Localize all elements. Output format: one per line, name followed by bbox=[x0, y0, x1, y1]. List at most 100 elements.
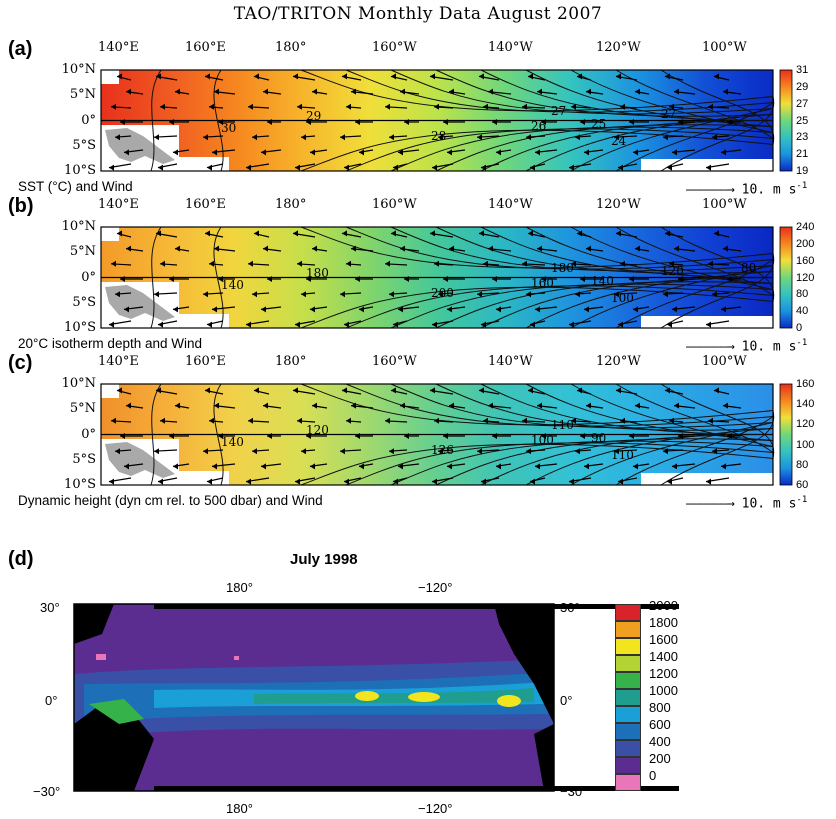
panel-d-map bbox=[73, 603, 679, 792]
panel-a-contour-label: 28 bbox=[431, 129, 446, 143]
panel-d-colorbar-label: 1800 bbox=[649, 615, 678, 630]
panel-b-wind-scale-value: 10. m s bbox=[741, 339, 797, 355]
panel-d-colorbar-label: 400 bbox=[649, 734, 671, 749]
panel-b-lon-tick: 140°E bbox=[98, 197, 139, 212]
panel-a-lat-tick: 5°N bbox=[69, 87, 96, 103]
panel-d-colorbar-swatch bbox=[615, 655, 641, 672]
panel-c-contour-label: 126 bbox=[431, 443, 454, 457]
panel-b-lon-tick: 140°W bbox=[488, 197, 533, 212]
panel-b-lon-tick: 180° bbox=[275, 197, 307, 212]
panel-c-colorbar-tick: 80 bbox=[796, 458, 809, 471]
panel-b-colorbar bbox=[779, 226, 793, 329]
panel-d-colorbar-label: 2000 bbox=[649, 598, 678, 613]
panel-d-colorbar-label: 800 bbox=[649, 700, 671, 715]
panel-c-lon-tick: 160°E bbox=[185, 354, 226, 369]
panel-a-lat-tick: 10°N bbox=[61, 62, 96, 77]
panel-b-contour-label: 180 bbox=[306, 266, 329, 280]
panel-c-letter: (c) bbox=[8, 352, 33, 374]
panel-a-colorbar-tick: 27 bbox=[796, 97, 809, 110]
panel-d-top-tick-120w: −120° bbox=[418, 580, 453, 595]
panel-d-colorbar-label: 1600 bbox=[649, 632, 678, 647]
panel-a-lon-tick: 180° bbox=[275, 40, 307, 55]
panel-a-contour-label: 30 bbox=[221, 121, 236, 135]
panel-a-caption: SST (°C) and Wind bbox=[18, 179, 133, 194]
figure-title: TAO/TRITON Monthly Data August 2007 bbox=[233, 4, 603, 24]
panel-b-wind-scale: ——————→ 10. m s-1 bbox=[686, 338, 808, 355]
panel-b-lon-tick: 160°W bbox=[372, 197, 417, 212]
panel-b-contour-label: 200 bbox=[431, 286, 454, 300]
panel-c-lon-tick: 100°W bbox=[702, 354, 747, 369]
panel-c-colorbar-tick: 100 bbox=[796, 438, 815, 451]
panel-a-lat-tick: 10°S bbox=[64, 163, 96, 178]
panel-d-top-tick-180: 180° bbox=[226, 580, 253, 595]
panel-a-lon-tick: 140°E bbox=[98, 40, 139, 55]
panel-c-lat-tick: 5°N bbox=[69, 401, 96, 417]
panel-a-colorbar-tick: 29 bbox=[796, 80, 809, 93]
panel-a-wind-scale-value: 10. m s bbox=[741, 182, 797, 198]
panel-b-contour-label: 160 bbox=[531, 276, 554, 290]
panel-c-lon-tick: 140°W bbox=[488, 354, 533, 369]
panel-b-lat-tick: 10°N bbox=[61, 219, 96, 234]
panel-d-colorbar-swatch bbox=[615, 706, 641, 723]
panel-b-lat-tick: 0° bbox=[81, 269, 96, 285]
panel-b-lat-tick: 5°S bbox=[72, 294, 96, 310]
panel-b-contour-label: 180 bbox=[551, 261, 574, 275]
panel-b-wind-scale-exp: -1 bbox=[796, 338, 808, 348]
panel-d-colorbar-swatch bbox=[615, 757, 641, 774]
panel-b-colorbar-tick: 80 bbox=[796, 288, 809, 301]
panel-b-lat-tick: 10°S bbox=[64, 320, 96, 335]
panel-a-colorbar-tick: 21 bbox=[796, 148, 809, 161]
panel-a-letter: (a) bbox=[8, 38, 33, 60]
panel-d-bottom-tick-180: 180° bbox=[226, 801, 253, 816]
panel-b-colorbar-tick: 200 bbox=[796, 237, 815, 250]
panel-d-lat-left-0: 0° bbox=[45, 693, 58, 708]
panel-c-contour-label: 120 bbox=[306, 423, 329, 437]
panel-b-colorbar-tick: 120 bbox=[796, 271, 815, 284]
panel-c-caption: Dynamic height (dyn cm rel. to 500 dbar)… bbox=[18, 493, 323, 508]
panel-d-bottom-tick-120w: −120° bbox=[418, 801, 453, 816]
panel-d-title: July 1998 bbox=[290, 551, 358, 568]
panel-b-contour-label: 80 bbox=[741, 261, 756, 275]
panel-d-colorbar-label: 600 bbox=[649, 717, 671, 732]
panel-a-colorbar-tick: 19 bbox=[796, 165, 809, 177]
panel-d-colorbar-swatch bbox=[615, 740, 641, 757]
panel-c-lon-tick: 160°W bbox=[372, 354, 417, 369]
panel-b-colorbar-tick: 40 bbox=[796, 305, 809, 318]
panel-b-colorbar-tick: 160 bbox=[796, 254, 815, 267]
panel-a-contour-label: 26 bbox=[531, 119, 546, 133]
panel-c-wind-scale-value: 10. m s bbox=[741, 496, 797, 512]
panel-d-colorbar-swatch bbox=[615, 672, 641, 689]
panel-a-lon-tick: 120°W bbox=[596, 40, 641, 55]
panel-c-lon-tick: 180° bbox=[275, 354, 307, 369]
panel-c-wind-scale-exp: -1 bbox=[796, 495, 808, 505]
panel-b-colorbar-tick: 0 bbox=[796, 322, 803, 334]
panel-d-lat-right-0: 0° bbox=[560, 693, 573, 708]
panel-c-contour-label: 110 bbox=[611, 448, 634, 462]
panel-d-colorbar-swatch bbox=[615, 723, 641, 740]
panel-a-lon-tick: 160°E bbox=[185, 40, 226, 55]
panel-a-contour-label: 24 bbox=[611, 134, 627, 148]
panel-d-colorbar-swatch bbox=[615, 604, 641, 621]
panel-a-lat-tick: 0° bbox=[81, 112, 96, 128]
panel-c-contour-label: 100 bbox=[531, 433, 554, 447]
panel-d-colorbar-swatch bbox=[615, 638, 641, 655]
panel-c-lon-tick: 120°W bbox=[596, 354, 641, 369]
panel-b-lon-tick: 160°E bbox=[185, 197, 226, 212]
panel-c-contour-label: 110 bbox=[551, 418, 574, 432]
panel-b-lon-tick: 120°W bbox=[596, 197, 641, 212]
panel-d-colorbar-label: 1200 bbox=[649, 666, 678, 681]
panel-d-letter: (d) bbox=[8, 548, 34, 570]
panel-d-colorbar-swatch bbox=[615, 689, 641, 706]
panel-c-lat-tick: 5°S bbox=[72, 451, 96, 467]
panel-b-colorbar-tick: 240 bbox=[796, 221, 815, 233]
panel-a-colorbar-tick: 23 bbox=[796, 131, 809, 144]
panel-c-contour-label: 140 bbox=[221, 435, 244, 449]
panel-a-wind-scale-exp: -1 bbox=[796, 181, 808, 191]
panel-b-lat-tick: 5°N bbox=[69, 244, 96, 260]
panel-b-caption: 20°C isotherm depth and Wind bbox=[18, 336, 202, 351]
panel-c-colorbar-tick: 120 bbox=[796, 418, 815, 431]
panel-c-wind-scale: ——————→ 10. m s-1 bbox=[686, 495, 808, 512]
panel-d-colorbar-label: 1400 bbox=[649, 649, 678, 664]
panel-a-plot: 30 29 28 27 26 25 24 27 bbox=[100, 69, 775, 172]
